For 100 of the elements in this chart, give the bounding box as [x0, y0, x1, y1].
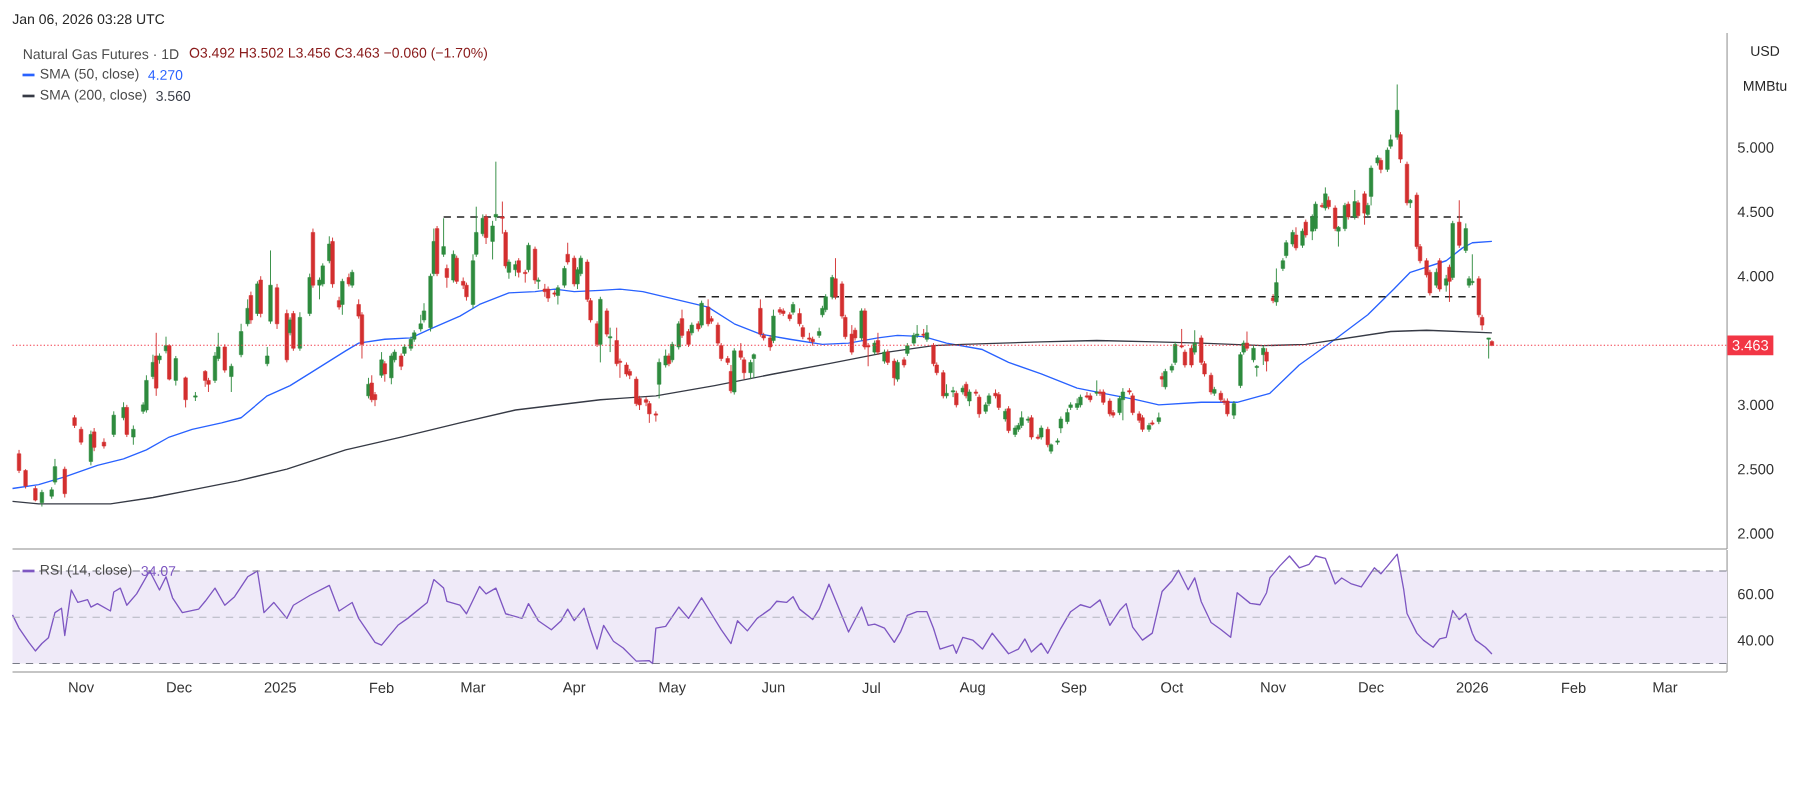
- x-tick-label: 2026: [1456, 682, 1488, 693]
- candlestick: [1300, 228, 1305, 249]
- x-tick-label: Aug: [959, 682, 985, 696]
- candlestick: [454, 255, 459, 285]
- text: Natural Gas Futures · 1D: [23, 48, 179, 60]
- x-tick-label: May: [659, 682, 687, 696]
- candlestick: [1182, 349, 1187, 369]
- candlestick: [265, 346, 270, 367]
- candlestick: [565, 242, 570, 266]
- candlestick: [1189, 345, 1194, 369]
- candlestick: [679, 309, 685, 339]
- candlestick: [686, 328, 691, 348]
- candlestick: [16, 449, 22, 474]
- candlestick: [444, 264, 449, 289]
- candlestick: [1045, 426, 1050, 448]
- candlestick: [996, 391, 1001, 411]
- y-tick-label: 60.00: [1738, 588, 1774, 600]
- candlestick: [52, 458, 58, 486]
- candlestick: [1346, 201, 1351, 221]
- candlestick: [379, 351, 384, 379]
- candlestick: [131, 424, 136, 446]
- x-tick-label: Jul: [862, 682, 880, 694]
- candlestick: [1470, 253, 1475, 286]
- text: MMBtu: [1744, 81, 1787, 91]
- candlestick: [229, 363, 234, 393]
- candlestick: [1192, 329, 1197, 356]
- candlestick: [1274, 267, 1279, 307]
- x-tick-label: Nov: [1261, 682, 1287, 693]
- candlestick: [369, 374, 374, 403]
- candlestick: [1261, 345, 1266, 366]
- candlestick: [797, 307, 802, 327]
- candlestick: [183, 376, 188, 408]
- legend-label: SMA (50, close): [40, 68, 139, 82]
- x-tick-label: Feb: [1562, 682, 1586, 694]
- candlestick: [751, 352, 756, 379]
- candlestick: [1336, 225, 1341, 248]
- candlestick: [1120, 387, 1125, 421]
- candlestick: [23, 468, 28, 489]
- candlestick: [1094, 379, 1099, 397]
- legend-label: RSI (14, close): [40, 564, 132, 578]
- legend-label: SMA (200, close): [40, 89, 147, 103]
- candlestick: [1254, 364, 1259, 378]
- text: O3.492 H3.502 L3.456 C3.463 −0.060 (−1.70%): [189, 47, 487, 61]
- candlestick: [895, 359, 900, 383]
- candlestick: [1355, 199, 1361, 219]
- candlestick: [1231, 400, 1236, 420]
- candlestick: [1264, 347, 1269, 372]
- candlestick: [699, 300, 704, 329]
- annotation: 34.07: [141, 566, 176, 576]
- x-tick-label: Nov: [69, 682, 95, 693]
- text: Jan 06, 2026 03:28 UTC: [12, 14, 165, 26]
- candlestick: [1303, 219, 1308, 239]
- candlestick: [1463, 222, 1468, 254]
- candlestick: [608, 327, 613, 353]
- candlestick: [562, 265, 567, 289]
- candlestick: [173, 355, 178, 387]
- candlestick: [79, 426, 84, 446]
- candlestick: [523, 269, 528, 284]
- candlestick: [111, 410, 116, 438]
- candlestick: [1385, 147, 1390, 173]
- candlestick: [506, 258, 511, 280]
- candlestick: [92, 427, 97, 452]
- candlestick: [441, 217, 446, 258]
- x-tick-label: 2025: [264, 682, 296, 693]
- candlestick: [239, 323, 244, 358]
- text: USD: [1751, 46, 1780, 56]
- ref-line-label: 3.463: [1732, 340, 1769, 351]
- y-tick-label: 4.000: [1737, 271, 1774, 282]
- x-tick-label: Apr: [562, 682, 586, 696]
- x-tick-label: Dec: [1359, 682, 1384, 693]
- candlestick: [1146, 422, 1152, 433]
- y-tick-label: 5.000: [1737, 142, 1774, 153]
- candlestick: [1225, 397, 1230, 417]
- y-tick-label: 2.500: [1738, 464, 1774, 475]
- x-tick-label: Feb: [370, 682, 394, 694]
- candlestick: [382, 360, 387, 383]
- x-tick-label: Mar: [1653, 682, 1678, 693]
- candlestick: [1333, 204, 1338, 232]
- x-tick-label: Jun: [761, 682, 785, 693]
- candlestick: [1160, 372, 1165, 388]
- candlestick: [101, 437, 107, 450]
- candlestick: [1084, 391, 1090, 399]
- annotation: 3.560: [156, 91, 191, 101]
- candlestick: [977, 394, 982, 419]
- candlestick: [389, 352, 394, 385]
- candlestick: [1457, 199, 1462, 249]
- x-tick-label: Sep: [1061, 682, 1087, 696]
- candlestick: [222, 343, 227, 374]
- y-tick-label: 2.000: [1738, 528, 1774, 539]
- x-tick-label: Mar: [461, 682, 486, 693]
- candlestick: [1271, 293, 1276, 304]
- y-tick-label: 4.500: [1737, 206, 1774, 218]
- candlestick: [823, 293, 828, 313]
- candlestick: [1130, 392, 1135, 416]
- y-tick-label: 3.000: [1737, 399, 1774, 411]
- x-tick-label: Dec: [167, 682, 192, 693]
- candlestick: [150, 354, 156, 380]
- x-tick-label: Oct: [1161, 682, 1184, 693]
- candlestick: [833, 257, 838, 300]
- candlestick: [490, 220, 495, 260]
